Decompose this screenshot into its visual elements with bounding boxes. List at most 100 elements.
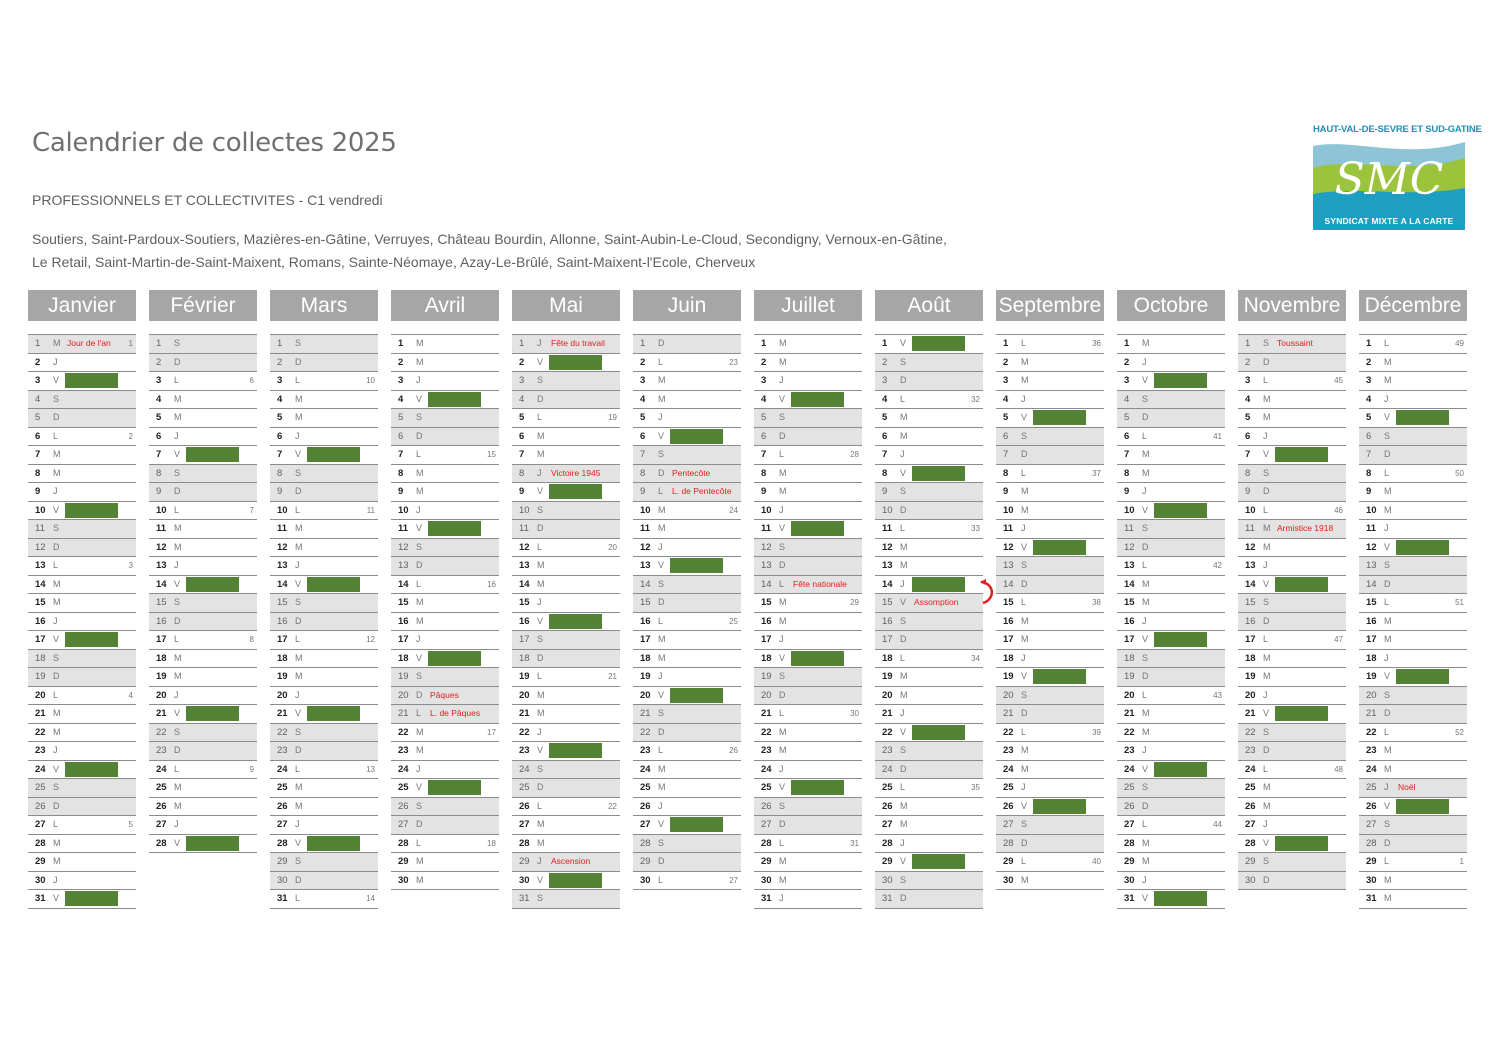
weekday-letter: M [53, 338, 61, 348]
day-number: 16 [882, 615, 893, 627]
day-number: 6 [398, 430, 404, 442]
day-number: 22 [1124, 726, 1135, 738]
weekday-letter: S [53, 782, 60, 792]
day-row: 20 V [633, 687, 741, 705]
weekday-letter: M [174, 652, 182, 663]
weekday-letter: L [779, 578, 785, 589]
day-row: 12 S [391, 538, 499, 557]
day-number: 30 [761, 874, 772, 886]
month-mai: Mai 1 J Fête du travail 2 V 3 S 4 D 5 L 19 6 M 7 M 8 J Vict… [512, 290, 620, 909]
weekday-letter: M [416, 486, 424, 496]
collection-marker [1154, 632, 1207, 647]
day-row: 10 M [1359, 502, 1467, 520]
day-number: 27 [277, 819, 288, 830]
day-row: 22 V [875, 724, 983, 742]
day-row: 24 L 48 [1238, 761, 1346, 779]
day-row: 23 M [1359, 742, 1467, 761]
weekday-letter: L [900, 652, 906, 663]
day-row: 13 J [1238, 557, 1346, 576]
day-row: 15 L 51 [1359, 594, 1467, 613]
day-number: 6 [1366, 430, 1372, 442]
day-number: 3 [35, 375, 41, 386]
weekday-letter: V [658, 560, 665, 570]
day-number: 22 [1245, 726, 1256, 738]
day-number: 3 [1366, 375, 1372, 386]
day-row: 28 D [996, 834, 1104, 853]
weekday-letter: V [295, 708, 302, 718]
weekday-letter: M [658, 504, 666, 515]
day-row: 18 S [1117, 649, 1225, 668]
day-row: 30 D [1238, 871, 1346, 890]
weekday-letter: V [416, 782, 423, 792]
day-row: 25 V [391, 779, 499, 798]
day-number: 14 [277, 578, 288, 590]
day-number: 21 [277, 708, 288, 719]
day-row: 29 M [754, 853, 862, 872]
day-number: 1 [398, 338, 404, 349]
weekday-letter: J [1263, 430, 1268, 441]
day-row: 25 S [1117, 779, 1225, 798]
weekday-letter: L [900, 393, 906, 404]
month-septembre: Septembre 1 L 36 2 M 3 M 4 J 5 V 6 S 7 D 8 L 37 9 M 10 M 11 J 12 V… [996, 290, 1104, 890]
weekday-letter: S [295, 467, 302, 478]
day-row: 15 L 38 [996, 594, 1104, 613]
day-number: 4 [35, 393, 41, 405]
day-row: 21 M [28, 705, 136, 724]
day-number: 26 [1003, 800, 1014, 812]
day-number: 28 [35, 837, 46, 849]
weekday-letter: V [779, 782, 786, 792]
day-number: 20 [640, 689, 651, 701]
weekday-letter: M [779, 486, 787, 496]
day-number: 9 [640, 486, 646, 497]
weekday-letter: M [174, 800, 182, 811]
day-number: 13 [277, 560, 288, 571]
day-number: 14 [1124, 578, 1135, 590]
day-row: 22 D [633, 723, 741, 742]
weekday-letter: M [295, 393, 303, 404]
day-number: 11 [1124, 523, 1134, 534]
day-number: 17 [761, 634, 772, 645]
day-number: 2 [277, 356, 283, 368]
day-number: 21 [1366, 708, 1377, 719]
weekday-letter: V [295, 837, 302, 848]
day-number: 8 [1003, 467, 1009, 479]
day-row: 28 J [875, 835, 983, 853]
day-number: 12 [519, 541, 530, 553]
day-number: 15 [640, 597, 651, 608]
day-row: 30 V [512, 872, 620, 890]
weekday-letter: M [1021, 375, 1029, 385]
day-row: 20 J [1238, 687, 1346, 705]
weekday-letter: V [174, 449, 181, 459]
day-number: 11 [1003, 523, 1014, 534]
day-row: 16 D [270, 612, 378, 631]
day-row: 27 S [996, 816, 1104, 835]
day-number: 12 [35, 541, 46, 553]
month-header-underline [633, 321, 741, 335]
week-number: 24 [729, 505, 738, 515]
weekday-letter: M [900, 541, 908, 552]
day-number: 23 [1245, 745, 1256, 756]
logo-graphic: SMC [1313, 138, 1465, 214]
day-number: 31 [35, 893, 46, 904]
day-number: 7 [761, 449, 767, 460]
weekday-letter: J [658, 671, 663, 681]
collection-marker [1154, 761, 1207, 777]
day-row: 17 D [875, 631, 983, 650]
weekday-letter: J [900, 837, 905, 848]
day-row: 29 S [1238, 853, 1346, 872]
weekday-letter: S [779, 412, 786, 422]
collection-marker [428, 650, 481, 666]
weekday-letter: D [53, 541, 60, 552]
weekday-letter: S [295, 338, 302, 348]
day-number: 18 [882, 652, 893, 664]
day-number: 5 [1245, 412, 1251, 423]
day-number: 10 [1003, 504, 1014, 516]
